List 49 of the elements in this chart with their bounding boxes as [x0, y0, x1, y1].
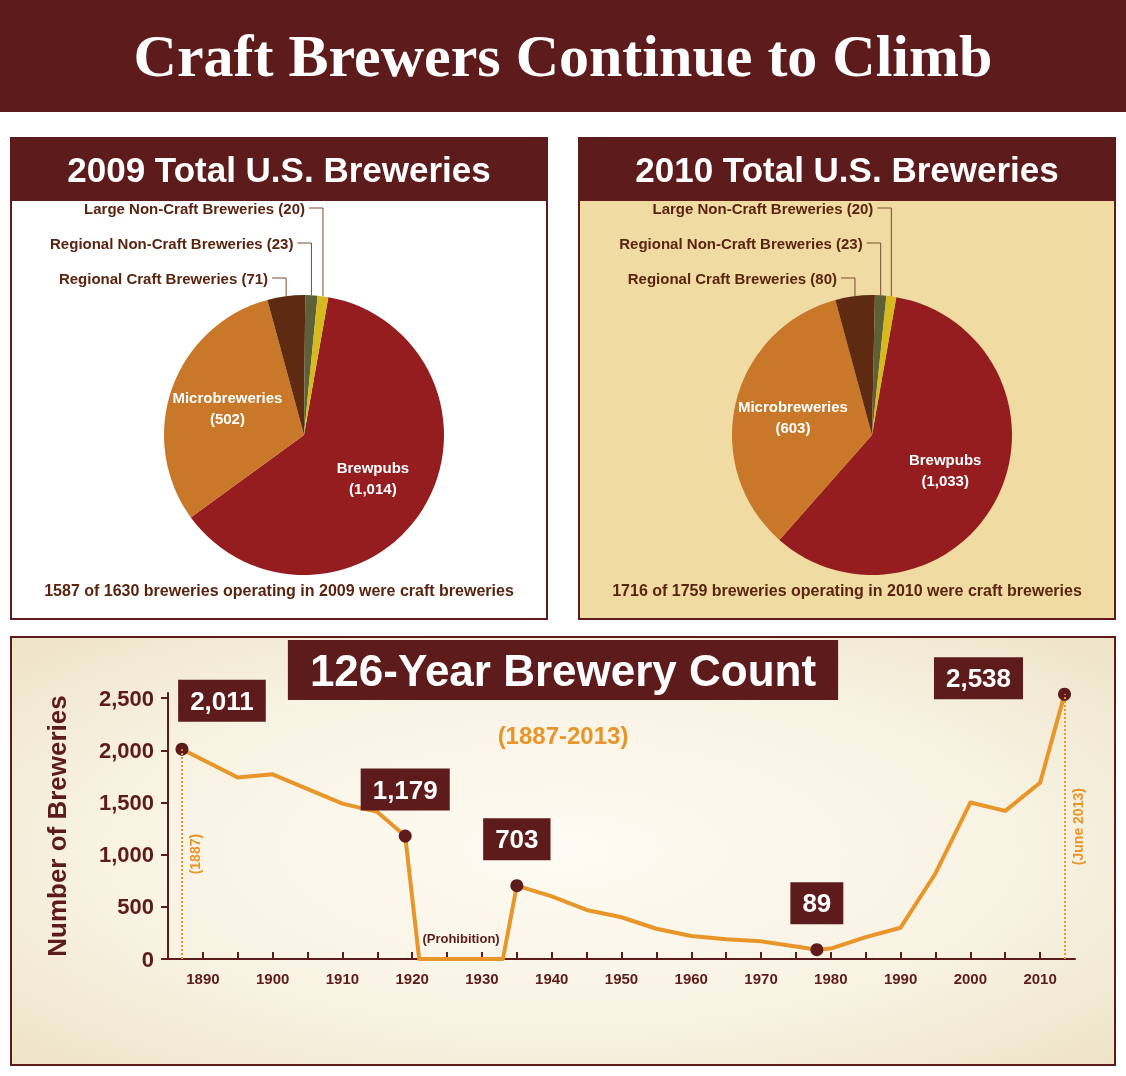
slice-label: Microbreweries: [737, 397, 848, 415]
chart-title: 2010 Total U.S. Breweries: [580, 139, 1114, 201]
text: (1887-2013): [497, 721, 629, 749]
text: 1587 of 1630 breweries operating in 2009 were craft breweries: [43, 582, 515, 600]
x-tick-label: 1930: [465, 970, 499, 987]
slice-label: Brewpubs: [336, 459, 410, 476]
data-label: (1,033): [921, 472, 969, 490]
x-tick-label: 1960: [674, 970, 708, 987]
chart-title: 2009 Total U.S. Breweries: [12, 139, 546, 201]
ref-line-label: (1887): [186, 833, 203, 875]
slice-label: Brewpubs: [908, 451, 982, 469]
data-label: (502): [209, 410, 245, 428]
x-tick-label: 1900: [255, 970, 290, 987]
data-label: 1,179: [372, 774, 438, 805]
data-label: 703: [495, 824, 539, 855]
data-label: 89: [802, 888, 832, 919]
slice-label: Regional Craft Breweries (80): [627, 269, 837, 287]
annotation: (Prohibition): [422, 931, 500, 946]
text: Craft Brewers Continue to Climb: [133, 21, 993, 91]
x-tick-label: 2000: [953, 970, 988, 987]
slice-label: Large Non-Craft Breweries (20): [84, 199, 305, 217]
x-tick-label: 1950: [604, 970, 639, 987]
slice-label: Regional Non-Craft Breweries (23): [50, 234, 294, 252]
y-tick-label: 2,000: [98, 737, 154, 763]
data-label: 2,538: [945, 663, 1012, 694]
slice-label: Microbreweries: [172, 389, 283, 407]
y-tick-label: 1,500: [98, 790, 154, 816]
y-axis-title: Number of Breweries: [42, 695, 72, 957]
x-tick-label: 1920: [395, 970, 429, 987]
ref-line-label: (June 2013): [1069, 788, 1086, 866]
y-tick-label: 2,500: [98, 685, 154, 711]
data-label: (1,014): [349, 480, 397, 497]
slice-label: Large Non-Craft Breweries (20): [652, 199, 874, 217]
slice-label: Regional Non-Craft Breweries (23): [619, 234, 863, 252]
x-tick-label: 1980: [814, 970, 848, 987]
data-label: (603): [775, 418, 811, 436]
chart-title: 126-Year Brewery Count: [309, 645, 817, 695]
x-tick-label: 1970: [744, 970, 778, 987]
x-tick-label: 1910: [325, 970, 360, 987]
y-tick-label: 0: [141, 946, 154, 972]
x-tick-label: 1890: [186, 970, 220, 987]
x-tick-label: 1940: [535, 970, 569, 987]
x-tick-label: 2010: [1023, 970, 1057, 987]
text: 1716 of 1759 breweries operating in 2010 were craft breweries: [611, 582, 1083, 600]
data-label: 2,011: [190, 685, 254, 716]
y-tick-label: 1,000: [98, 842, 154, 868]
slice-label: Regional Craft Breweries (71): [58, 269, 269, 287]
y-tick-label: 500: [117, 894, 154, 920]
x-tick-label: 1990: [883, 970, 918, 987]
